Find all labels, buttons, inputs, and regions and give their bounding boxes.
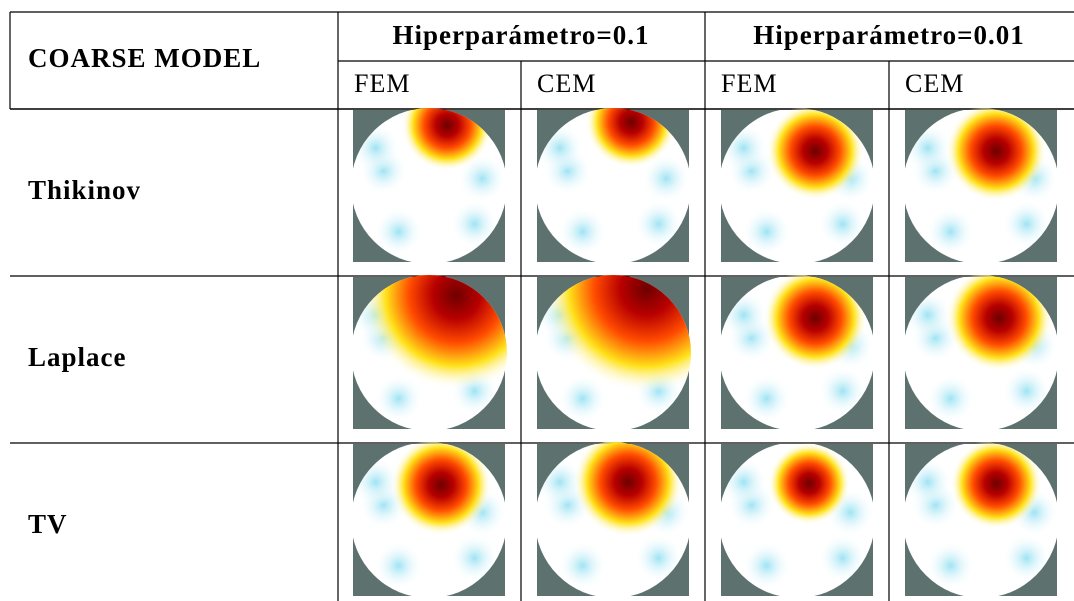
- reconstruction-image: [903, 275, 1059, 429]
- reconstruction-image: [719, 275, 875, 429]
- reconstruction-image: [351, 442, 507, 596]
- reconstruction-image: [535, 275, 691, 429]
- cold-region: [1002, 366, 1051, 416]
- reconstruction-image: [535, 108, 691, 262]
- cold-region: [634, 533, 683, 583]
- image-content: [535, 108, 691, 262]
- cold-region: [450, 533, 499, 583]
- hot-region: [401, 108, 493, 171]
- group-header: Hiperparámetro=0.01: [753, 20, 1025, 50]
- image-cells: [351, 108, 1059, 596]
- hot-region: [946, 108, 1047, 202]
- image-content: [903, 108, 1059, 262]
- subcolumn-header: FEM: [721, 69, 777, 98]
- reconstruction-image: [351, 275, 507, 429]
- image-content: [719, 108, 875, 262]
- cold-region: [818, 366, 867, 416]
- cold-region: [634, 199, 683, 249]
- image-content: [903, 275, 1059, 429]
- hot-region: [768, 442, 851, 525]
- subcolumn-header: FEM: [354, 69, 410, 98]
- cold-region: [641, 154, 691, 203]
- hot-region: [543, 275, 691, 393]
- cold-region: [742, 207, 791, 256]
- cold-region: [926, 374, 975, 423]
- row-label: Thikinov: [28, 175, 141, 205]
- hot-region: [362, 275, 507, 390]
- hot-region: [950, 442, 1042, 530]
- reconstruction-image: [535, 442, 691, 596]
- hot-region: [946, 275, 1053, 372]
- cold-region: [374, 374, 423, 423]
- reconstruction-image: [351, 108, 507, 262]
- group-header: Hiperparámetro=0.1: [392, 20, 649, 50]
- image-content: [719, 275, 875, 429]
- image-content: [719, 442, 875, 596]
- reconstruction-image: [719, 108, 875, 262]
- cold-region: [558, 374, 607, 423]
- cold-region: [374, 541, 423, 590]
- hot-region: [585, 108, 677, 168]
- subcolumn-header: CEM: [905, 69, 964, 98]
- image-content: [903, 442, 1059, 596]
- cold-region: [558, 207, 607, 256]
- cold-region: [374, 207, 423, 256]
- cold-region: [1002, 533, 1051, 583]
- reconstruction-image: [903, 442, 1059, 596]
- grid-lines: [9, 11, 1074, 601]
- image-content: [351, 108, 507, 262]
- image-content: [351, 442, 507, 596]
- cold-region: [558, 541, 607, 590]
- image-content: [535, 442, 691, 596]
- cold-region: [450, 199, 499, 249]
- hot-region: [763, 275, 867, 370]
- image-content: [351, 275, 507, 429]
- image-content: [535, 275, 691, 429]
- reconstruction-image: [719, 442, 875, 596]
- reconstruction-image: [903, 108, 1059, 262]
- cold-region: [742, 541, 791, 590]
- cold-region: [818, 199, 867, 249]
- cold-region: [818, 533, 867, 583]
- cold-region: [742, 374, 791, 423]
- row-label: TV: [28, 509, 68, 539]
- cold-region: [926, 207, 975, 256]
- subcolumn-header: CEM: [537, 69, 596, 98]
- cold-region: [457, 154, 507, 203]
- hot-region: [766, 108, 864, 200]
- cold-region: [1002, 199, 1051, 249]
- row-label: Laplace: [28, 342, 127, 372]
- hot-region: [391, 442, 492, 536]
- header-title: COARSE MODEL: [28, 43, 261, 73]
- hot-region: [573, 442, 683, 537]
- cold-region: [926, 541, 975, 590]
